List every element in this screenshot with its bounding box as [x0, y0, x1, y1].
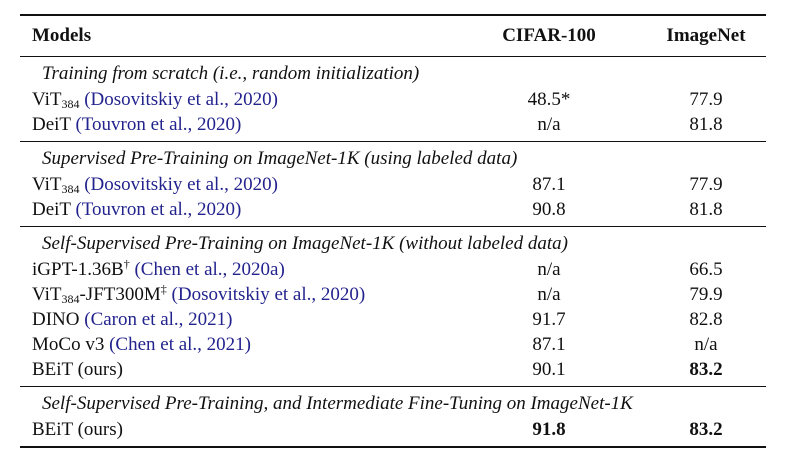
header-imagenet: ImageNet: [666, 25, 746, 46]
cifar-value: 91.7: [532, 309, 566, 330]
model-subscript: 384: [61, 292, 80, 306]
table-row: ViT384 (Dosovitskiy et al., 2020) 48.5* 77…: [20, 87, 766, 112]
table-row: iGPT-1.36B† (Chen et al., 2020a) n/a 66.5: [20, 257, 766, 282]
model-cell: DeiT (Touvron et al., 2020): [32, 112, 241, 137]
table-row: DeiT (Touvron et al., 2020) 90.8 81.8: [20, 197, 766, 222]
table-row: BEiT (ours) 90.1 83.2: [20, 357, 766, 382]
group-rule: [20, 141, 766, 142]
header-cifar: CIFAR-100: [502, 25, 596, 46]
table-row: DeiT (Touvron et al., 2020) n/a 81.8: [20, 112, 766, 137]
model-cell: ViT384-JFT300M‡ (Dosovitskiy et al., 202…: [32, 282, 365, 307]
results-table: Models CIFAR-100 ImageNet Training from …: [20, 14, 766, 448]
model-cell: MoCo v3 (Chen et al., 2021): [32, 332, 251, 357]
model-name: BEiT (ours): [32, 419, 123, 440]
model-cell: DeiT (Touvron et al., 2020): [32, 197, 241, 222]
cifar-value: n/a: [537, 284, 561, 305]
group-title: Self-Supervised Pre-Training, and Interm…: [42, 393, 633, 414]
table-row: ViT384 (Dosovitskiy et al., 2020) 87.1 77.…: [20, 172, 766, 197]
bottom-rule: [20, 446, 766, 448]
model-name: ViT: [32, 174, 62, 195]
group-title: Supervised Pre-Training on ImageNet-1K (…: [42, 148, 518, 169]
citation-link[interactable]: (Dosovitskiy et al., 2020): [171, 284, 366, 305]
model-name: iGPT-1.36B: [32, 259, 124, 280]
model-name: ViT: [32, 89, 62, 110]
model-cell: BEiT (ours): [32, 417, 123, 442]
cifar-value: n/a: [537, 114, 561, 135]
table-row: DINO (Caron et al., 2021) 91.7 82.8: [20, 307, 766, 332]
model-subscript: 384: [61, 182, 80, 196]
imagenet-value: 66.5: [689, 259, 723, 280]
cifar-value: 90.1: [532, 359, 566, 380]
model-suffix: -JFT300M: [79, 284, 161, 305]
citation-link[interactable]: (Touvron et al., 2020): [75, 114, 242, 135]
citation-link[interactable]: (Dosovitskiy et al., 2020): [84, 174, 278, 195]
group-title: Training from scratch (i.e., random init…: [42, 63, 420, 84]
group-rule: [20, 56, 766, 57]
imagenet-value: 83.2: [689, 359, 723, 380]
imagenet-value: 79.9: [689, 284, 723, 305]
imagenet-value: 77.9: [689, 89, 723, 110]
citation-link[interactable]: (Touvron et al., 2020): [75, 199, 242, 220]
imagenet-value: 81.8: [689, 114, 723, 135]
cifar-value: 48.5*: [527, 89, 571, 110]
model-name: BEiT (ours): [32, 359, 123, 380]
model-name: DeiT: [32, 114, 71, 135]
model-footnote-mark: †: [123, 257, 130, 271]
model-name: DeiT: [32, 199, 71, 220]
cifar-value: 87.1: [532, 174, 566, 195]
table-row: MoCo v3 (Chen et al., 2021) 87.1 n/a: [20, 332, 766, 357]
citation-link[interactable]: (Chen et al., 2020a): [134, 259, 285, 280]
imagenet-value: 82.8: [689, 309, 723, 330]
table-row: ViT384-JFT300M‡ (Dosovitskiy et al., 202…: [20, 282, 766, 307]
cifar-value: n/a: [537, 259, 561, 280]
model-subscript: 384: [61, 97, 80, 111]
cifar-value: 90.8: [532, 199, 566, 220]
model-name: DINO: [32, 309, 80, 330]
model-footnote-mark: ‡: [160, 282, 167, 296]
citation-link[interactable]: (Caron et al., 2021): [84, 309, 233, 330]
table-body: Training from scratch (i.e., random init…: [20, 56, 766, 446]
imagenet-value: n/a: [694, 334, 718, 355]
table-row: BEiT (ours) 91.8 83.2: [20, 417, 766, 442]
header-row: Models CIFAR-100 ImageNet: [20, 16, 766, 56]
citation-link[interactable]: (Dosovitskiy et al., 2020): [84, 89, 278, 110]
model-cell: DINO (Caron et al., 2021): [32, 307, 233, 332]
group-rule: [20, 226, 766, 227]
imagenet-value: 83.2: [689, 419, 723, 440]
top-rule: [20, 14, 766, 16]
group-title: Self-Supervised Pre-Training on ImageNet…: [42, 233, 568, 254]
model-cell: ViT384 (Dosovitskiy et al., 2020): [32, 172, 278, 197]
imagenet-value: 77.9: [689, 174, 723, 195]
header-models: Models: [32, 25, 92, 46]
cifar-value: 91.8: [532, 419, 566, 440]
cifar-value: 87.1: [532, 334, 566, 355]
model-name: ViT: [32, 284, 62, 305]
citation-link[interactable]: (Chen et al., 2021): [109, 334, 252, 355]
group-rule: [20, 386, 766, 387]
imagenet-value: 81.8: [689, 199, 723, 220]
model-cell: BEiT (ours): [32, 357, 123, 382]
model-cell: iGPT-1.36B† (Chen et al., 2020a): [32, 257, 285, 282]
model-cell: ViT384 (Dosovitskiy et al., 2020): [32, 87, 278, 112]
model-name: MoCo v3: [32, 334, 105, 355]
